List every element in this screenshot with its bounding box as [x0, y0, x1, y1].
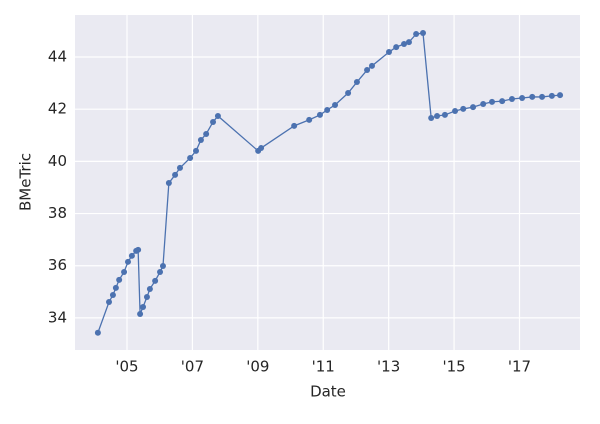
y-tick-label: 44 — [48, 48, 67, 66]
point — [203, 130, 210, 137]
point — [364, 67, 371, 74]
point — [405, 39, 412, 46]
point — [345, 90, 352, 97]
point — [124, 258, 131, 265]
point — [470, 104, 477, 111]
point — [121, 268, 128, 275]
point — [499, 98, 506, 105]
point — [106, 298, 113, 305]
point — [393, 44, 400, 51]
point — [187, 154, 194, 161]
point — [157, 268, 164, 275]
point — [193, 147, 200, 154]
point — [324, 106, 331, 113]
point — [210, 118, 217, 125]
point — [413, 31, 420, 38]
plot-area — [75, 15, 580, 350]
point — [368, 62, 375, 69]
x-tick-label: '07 — [181, 358, 204, 376]
x-tick-label: '17 — [508, 358, 531, 376]
point — [401, 40, 408, 47]
y-tick-label: 42 — [48, 100, 67, 118]
point — [489, 98, 496, 105]
y-tick-label: 34 — [48, 308, 67, 326]
point — [146, 285, 153, 292]
y-tick-label: 38 — [48, 204, 67, 222]
point — [128, 252, 135, 259]
x-tick-label: '11 — [312, 358, 335, 376]
point — [529, 93, 536, 100]
point — [441, 111, 448, 118]
point — [428, 115, 435, 122]
point — [140, 303, 147, 310]
x-tick-label: '15 — [442, 358, 465, 376]
point — [420, 30, 427, 37]
line — [97, 32, 561, 334]
point — [258, 145, 265, 152]
y-tick-label: 36 — [48, 256, 67, 274]
point — [214, 112, 221, 119]
point — [332, 102, 339, 109]
point — [434, 112, 441, 119]
point — [94, 329, 101, 336]
point — [385, 49, 392, 56]
point — [197, 136, 204, 143]
point — [353, 79, 360, 86]
point — [143, 294, 150, 301]
point — [152, 277, 159, 284]
point — [519, 94, 526, 101]
point — [159, 262, 166, 269]
point — [116, 276, 123, 283]
point — [460, 105, 467, 112]
point — [539, 93, 546, 100]
point — [306, 116, 313, 123]
point — [135, 246, 142, 253]
point — [480, 100, 487, 107]
point — [109, 291, 116, 298]
point — [557, 92, 564, 99]
x-axis-label: Date — [310, 383, 346, 401]
point — [316, 111, 323, 118]
x-tick-label: '13 — [377, 358, 400, 376]
point — [548, 92, 555, 99]
point — [165, 180, 172, 187]
y-tick-label: 40 — [48, 152, 67, 170]
point — [112, 284, 119, 291]
x-tick-label: '05 — [115, 358, 138, 376]
point — [176, 164, 183, 171]
point — [137, 310, 144, 317]
point — [291, 122, 298, 129]
y-axis-label: BMeTric — [17, 153, 35, 211]
x-tick-label: '09 — [246, 358, 269, 376]
point — [508, 96, 515, 103]
point — [172, 171, 179, 178]
point — [452, 108, 459, 115]
